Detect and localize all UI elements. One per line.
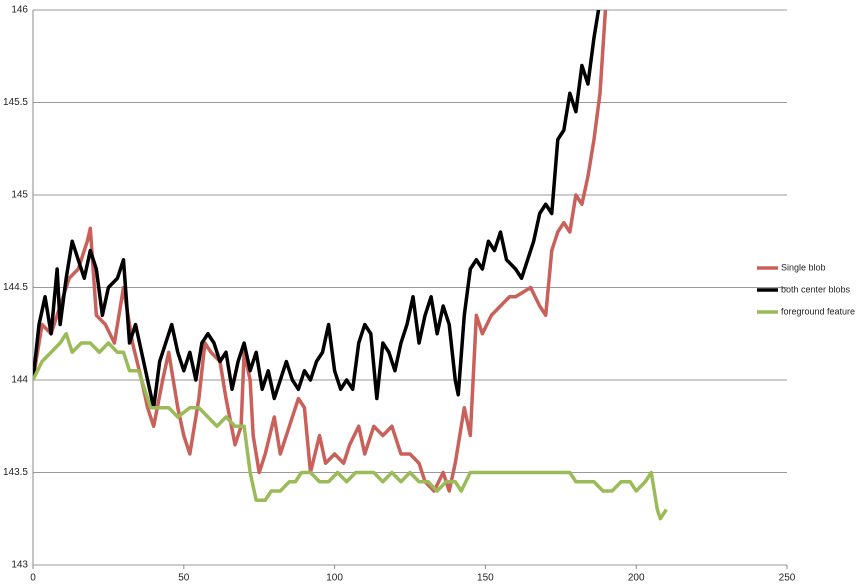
x-tick-label: 150 <box>477 573 494 584</box>
y-tick-label: 143.5 <box>3 467 28 478</box>
labels: 143 143.5 144 144.5 145 145.5 146 0 50 100 150 200 2… <box>3 5 855 584</box>
legend-label: both center blobs <box>781 284 851 294</box>
x-tick-label: 0 <box>30 573 36 584</box>
y-tick-label: 144.5 <box>3 282 28 293</box>
lines <box>33 10 668 521</box>
x-tick-label: 250 <box>779 573 796 584</box>
series-line <box>33 10 601 410</box>
series-line <box>33 10 608 493</box>
series-line <box>33 332 668 521</box>
x-tick-label: 50 <box>178 573 190 584</box>
legend-label: Single blob <box>781 262 826 272</box>
legend-label: foreground feature <box>781 306 855 316</box>
x-tick-label: 100 <box>326 573 343 584</box>
y-tick-label: 145.5 <box>3 97 28 108</box>
x-tick-label: 200 <box>628 573 645 584</box>
y-tick-label: 145 <box>11 190 28 201</box>
y-tick-label: 144 <box>11 375 28 386</box>
y-tick-label: 146 <box>11 5 28 16</box>
grid <box>32 9 788 569</box>
y-tick-label: 143 <box>11 560 28 571</box>
